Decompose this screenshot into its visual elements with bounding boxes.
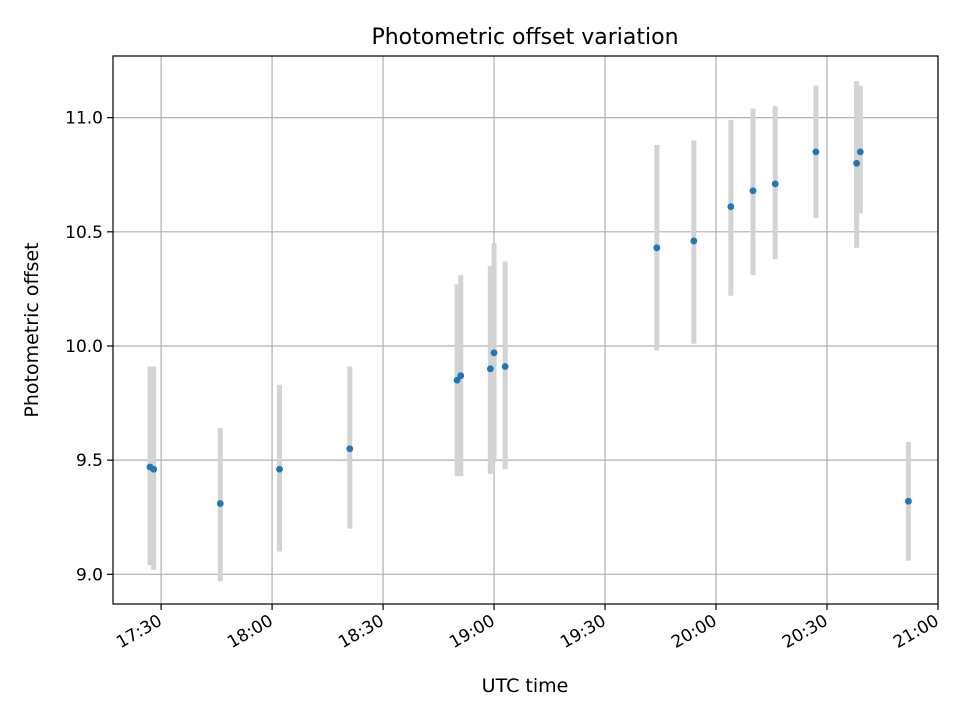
data-point [905,497,912,505]
x-axis-ticks: 17:30 18:00 18:30 19:00 19:30 20:00 20:30 21:00 [113,604,943,653]
grid [113,56,939,604]
chart-title: Photometric offset variation [371,25,678,50]
data-point [653,244,661,252]
data-point [749,187,757,195]
data-point [856,148,864,156]
y-tick-label: 9.0 [76,565,103,585]
data-point [501,363,509,370]
data-point [216,500,224,507]
plot-frame [112,55,939,605]
data-points [146,148,912,507]
x-tick-label: 19:30 [557,611,609,653]
data-point [771,180,779,188]
x-tick-label: 17:30 [113,611,165,653]
x-tick-label: 18:30 [335,611,387,653]
data-point [346,445,354,453]
data-point [690,237,698,245]
data-point [276,465,283,473]
data-point [812,148,820,156]
x-tick-label: 20:30 [779,611,831,653]
y-axis-label: Photometric offset [21,242,43,417]
y-tick-label: 9.5 [76,451,103,471]
data-point [486,365,494,373]
x-tick-label: 20:00 [668,611,720,653]
x-tick-label: 21:00 [890,611,942,653]
y-tick-label: 10.0 [65,337,103,357]
data-point [853,159,861,167]
x-tick-label: 18:00 [224,611,276,653]
data-point [457,372,465,380]
y-tick-label: 10.5 [65,223,103,243]
data-point [490,349,498,357]
error-bars [147,81,911,582]
y-tick-label: 11.0 [65,109,103,129]
x-axis-label: UTC time [482,675,569,697]
data-point [453,376,461,384]
data-point [150,465,158,473]
y-axis-ticks: 9.0 9.5 10.0 10.5 11.0 [65,109,113,585]
x-tick-label: 19:00 [446,611,498,653]
data-point [727,203,735,211]
